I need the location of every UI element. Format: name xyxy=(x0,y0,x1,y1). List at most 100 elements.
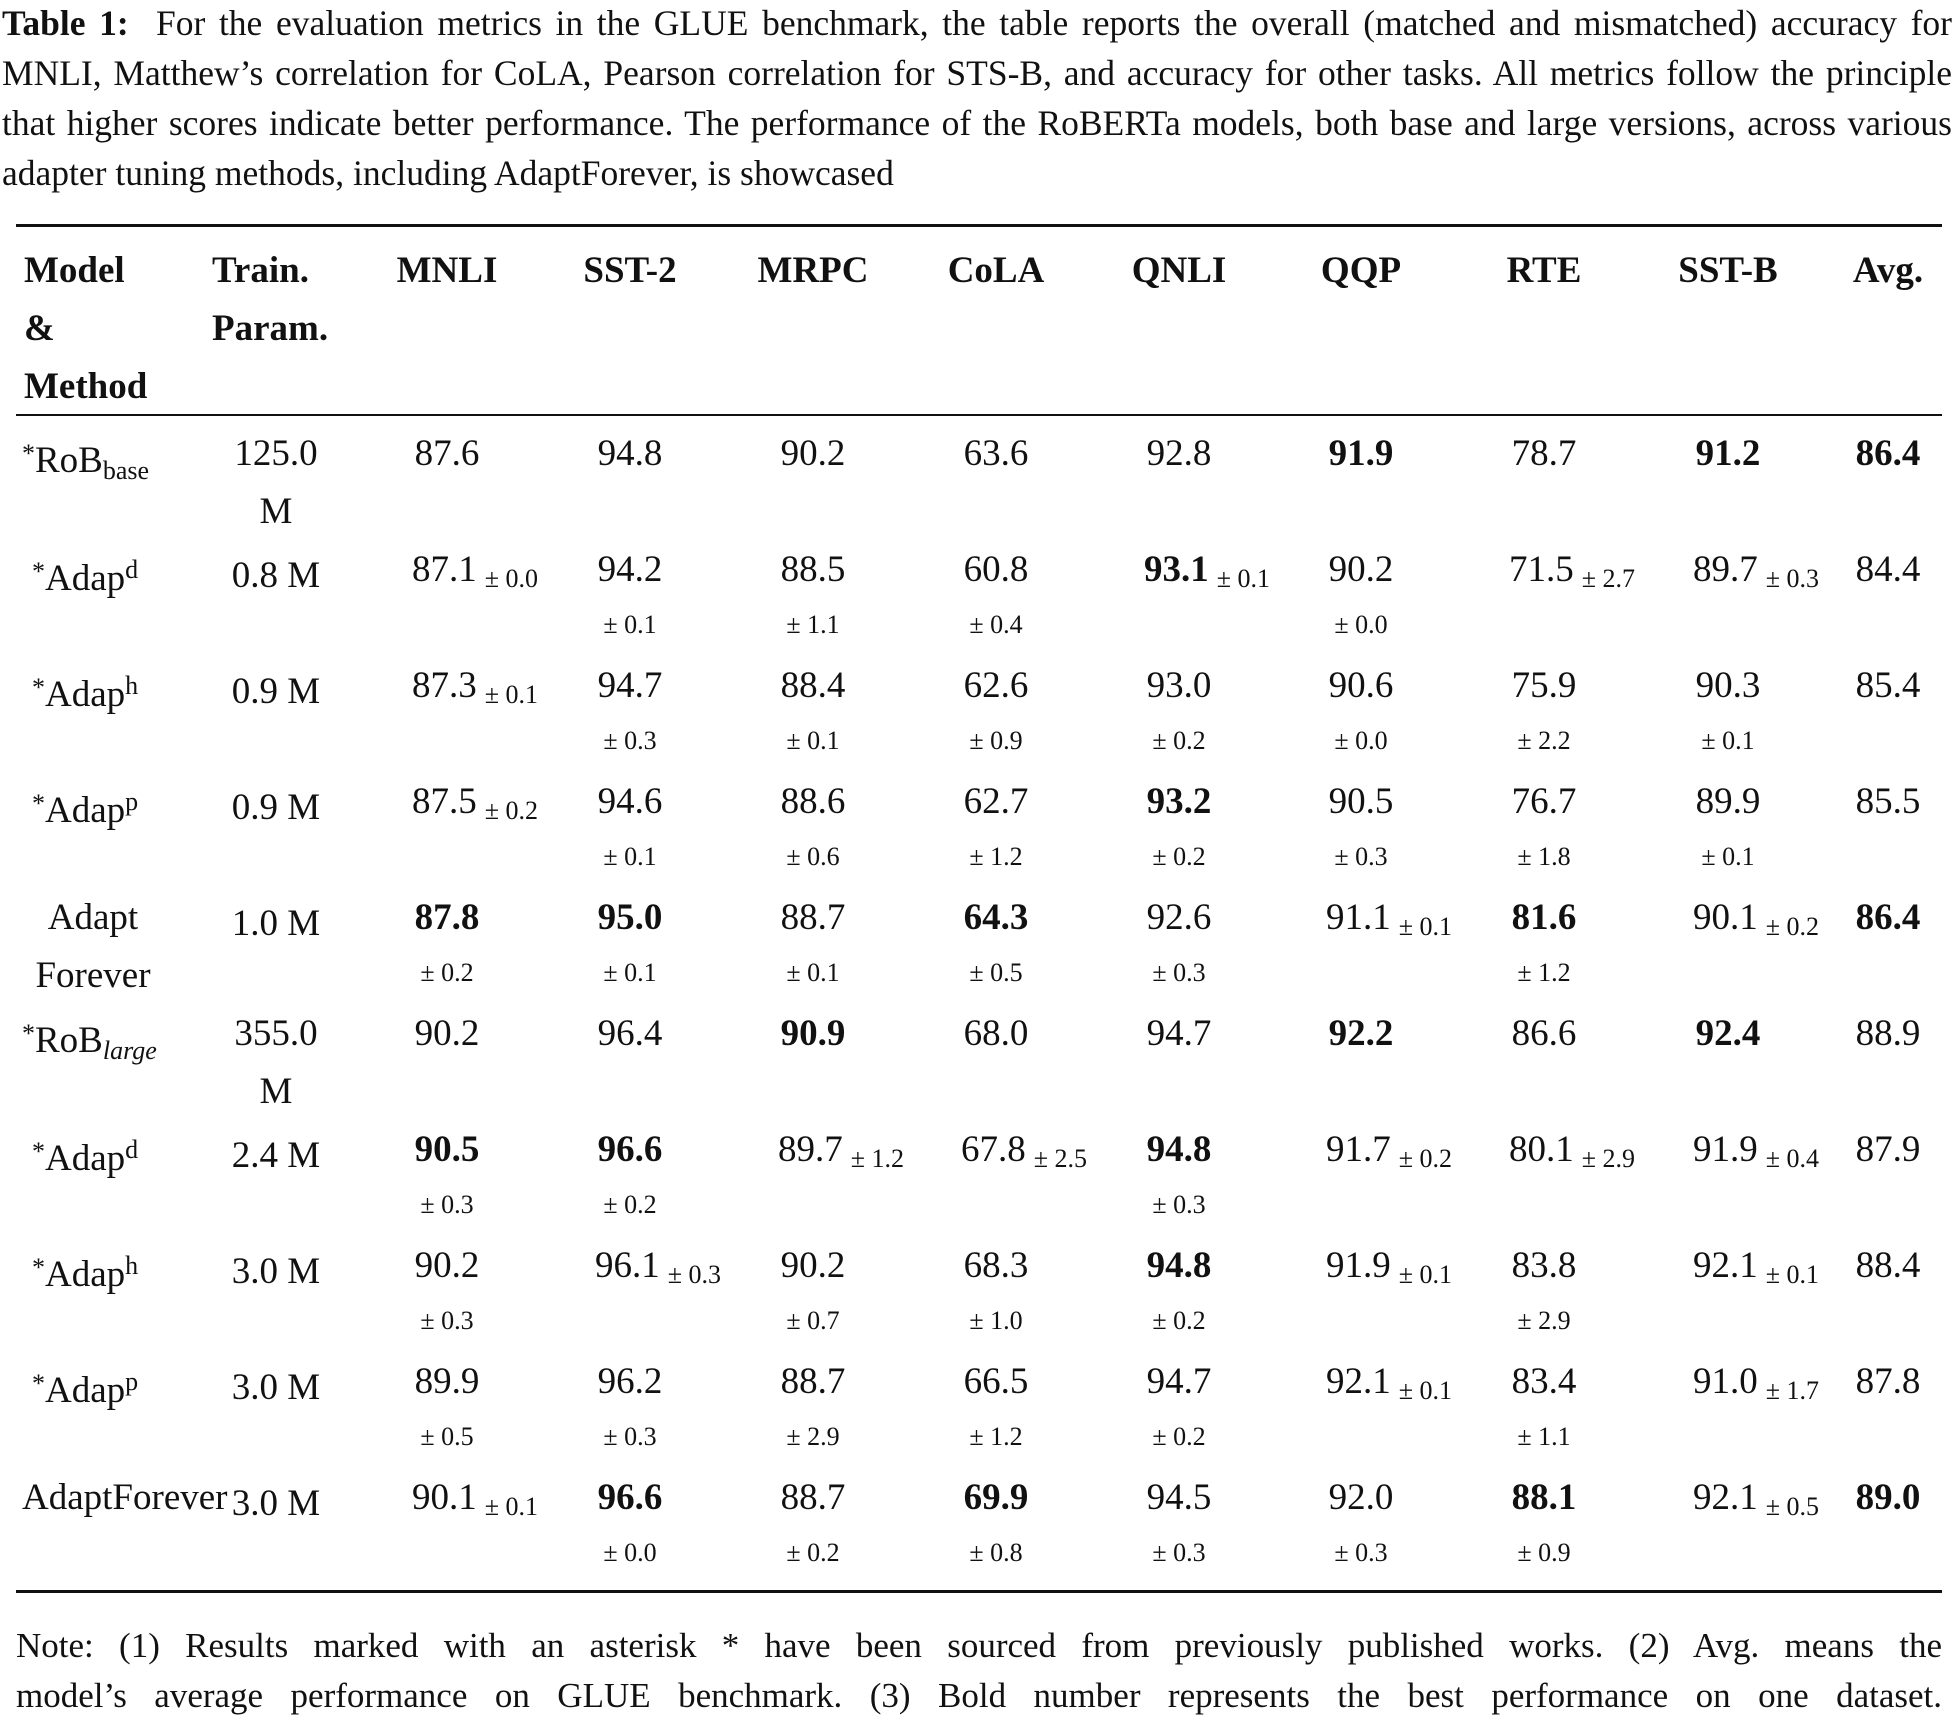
header-model-line2: & xyxy=(24,308,55,349)
metric-value: 86.4 xyxy=(1855,897,1921,938)
metric-value: 75.9 xyxy=(1511,665,1577,706)
metric-cell: 90.2 xyxy=(781,1243,846,1289)
metric-value: 87.3 xyxy=(411,665,477,706)
metric-cell: 83.8 xyxy=(1512,1243,1577,1289)
metric-cell: 94.8 xyxy=(1147,1243,1212,1289)
std-dev: ± 0.0 xyxy=(1334,726,1388,755)
metric-cell: 91.7 ± 0.2 xyxy=(1326,1127,1452,1176)
asterisk-marker: * xyxy=(32,1253,45,1282)
metric-value: 90.2 xyxy=(780,433,846,474)
metric-value: 88.7 xyxy=(780,897,846,938)
metric-cell: 91.9 xyxy=(1329,431,1394,477)
metric-cell: 87.8 xyxy=(1856,1359,1921,1405)
metric-cell: 90.2 xyxy=(1329,547,1394,593)
metric-value: 64.3 xyxy=(963,897,1029,938)
std-dev: ± 1.1 xyxy=(786,610,840,639)
metric-cell: 91.9 ± 0.4 xyxy=(1693,1127,1819,1176)
metric-value: 94.2 xyxy=(597,549,663,590)
header-qqp: QQP xyxy=(1320,250,1402,291)
std-dev: ± 0.2 xyxy=(484,796,539,825)
metric-value: 92.1 xyxy=(1692,1245,1758,1286)
metric-value: 90.1 xyxy=(411,1477,477,1518)
header-mrpc: MRPC xyxy=(757,250,869,291)
metric-value: 92.2 xyxy=(1328,1013,1394,1054)
model-superscript: h xyxy=(125,671,139,700)
metric-cell: 91.1 ± 0.1 xyxy=(1326,895,1452,944)
std-dev: ± 2.7 xyxy=(1581,564,1636,593)
metric-cell: 96.4 xyxy=(598,1011,663,1057)
note-line1: Note: (1) Results marked with an asteris… xyxy=(16,1626,1942,1665)
train-param-cell: 3.0 M xyxy=(232,1359,320,1417)
metric-cell: 92.1 ± 0.1 xyxy=(1693,1243,1819,1292)
metric-value: 93.0 xyxy=(1146,665,1212,706)
metric-value: 90.2 xyxy=(414,1013,480,1054)
metric-value: 92.6 xyxy=(1146,897,1212,938)
metric-cell: 68.3 xyxy=(964,1243,1029,1289)
header-param-line2: Param. xyxy=(212,308,329,349)
metric-cell: 94.8 xyxy=(1147,1127,1212,1173)
metric-cell: 68.0 xyxy=(964,1011,1029,1057)
metric-value: 94.7 xyxy=(597,665,663,706)
metric-cell: 60.8 xyxy=(964,547,1029,593)
model-method-cell: *Adaph xyxy=(32,1243,138,1298)
model-superscript: d xyxy=(125,555,139,584)
metric-cell: 94.7 xyxy=(1147,1359,1212,1405)
std-dev: ± 2.5 xyxy=(1033,1144,1088,1173)
metric-cell: 95.0 xyxy=(598,895,663,941)
model-superscript: p xyxy=(125,787,139,816)
metric-value: 91.0 xyxy=(1692,1361,1758,1402)
metric-value: 88.9 xyxy=(1855,1013,1921,1054)
metric-value: 91.1 xyxy=(1325,897,1391,938)
metric-cell: 87.6 xyxy=(415,431,480,477)
metric-value: 68.0 xyxy=(963,1013,1029,1054)
metric-cell: 62.6 xyxy=(964,663,1029,709)
std-dev: ± 0.2 xyxy=(1152,842,1206,871)
std-dev: ± 0.9 xyxy=(969,726,1023,755)
note-line2: model’s average performance on GLUE benc… xyxy=(16,1676,1942,1715)
metric-value: 87.6 xyxy=(414,433,480,474)
std-dev: ± 0.0 xyxy=(1334,610,1388,639)
metric-value: 93.1 xyxy=(1143,549,1209,590)
metric-value: 66.5 xyxy=(963,1361,1029,1402)
std-dev: ± 1.0 xyxy=(969,1306,1023,1335)
header-model-line3: Method xyxy=(24,366,148,407)
metric-cell: 85.4 xyxy=(1856,663,1921,709)
train-param-value: 0.8 M xyxy=(231,555,321,596)
metric-cell: 88.7 xyxy=(781,1359,846,1405)
metric-cell: 66.5 xyxy=(964,1359,1029,1405)
std-dev: ± 0.3 xyxy=(603,1422,657,1451)
asterisk-marker: * xyxy=(32,557,45,586)
model-method-cell: *Adapd xyxy=(32,547,138,602)
std-dev: ± 1.2 xyxy=(1517,958,1571,987)
metric-cell: 81.6 xyxy=(1512,895,1577,941)
asterisk-marker: * xyxy=(32,673,45,702)
metric-value: 88.4 xyxy=(1855,1245,1921,1286)
header-model: Model & Method xyxy=(24,242,147,416)
metric-value: 91.9 xyxy=(1692,1129,1758,1170)
metric-value: 94.8 xyxy=(597,433,663,474)
model-method-cell: *Adapp xyxy=(32,1359,138,1414)
metric-value: 92.1 xyxy=(1325,1361,1391,1402)
model-name: Adap xyxy=(45,1254,126,1295)
table-note: Note: (1) Results marked with an asteris… xyxy=(16,1621,1942,1721)
std-dev: ± 0.8 xyxy=(969,1538,1023,1567)
std-dev: ± 0.1 xyxy=(484,1492,539,1521)
model-name: Adap xyxy=(45,674,126,715)
train-param-cell: 3.0 M xyxy=(232,1243,320,1301)
std-dev: ± 0.1 xyxy=(1216,564,1271,593)
model-subscript: large xyxy=(102,1036,157,1065)
train-param-value: 1.0 M xyxy=(231,903,321,944)
metric-cell: 75.9 xyxy=(1512,663,1577,709)
header-param-line1: Train. xyxy=(212,250,309,291)
std-dev: ± 0.6 xyxy=(786,842,840,871)
train-param-cell: 3.0 M xyxy=(232,1475,320,1533)
metric-value: 85.4 xyxy=(1855,665,1921,706)
std-dev: ± 0.3 xyxy=(420,1306,474,1335)
std-dev: ± 0.3 xyxy=(1334,1538,1388,1567)
std-dev: ± 0.4 xyxy=(1765,1144,1820,1173)
metric-value: 86.6 xyxy=(1511,1013,1577,1054)
metric-value: 81.6 xyxy=(1511,897,1577,938)
metric-value: 90.2 xyxy=(780,1245,846,1286)
metric-cell: 76.7 xyxy=(1512,779,1577,825)
train-param-value: 0.9 M xyxy=(231,671,321,712)
